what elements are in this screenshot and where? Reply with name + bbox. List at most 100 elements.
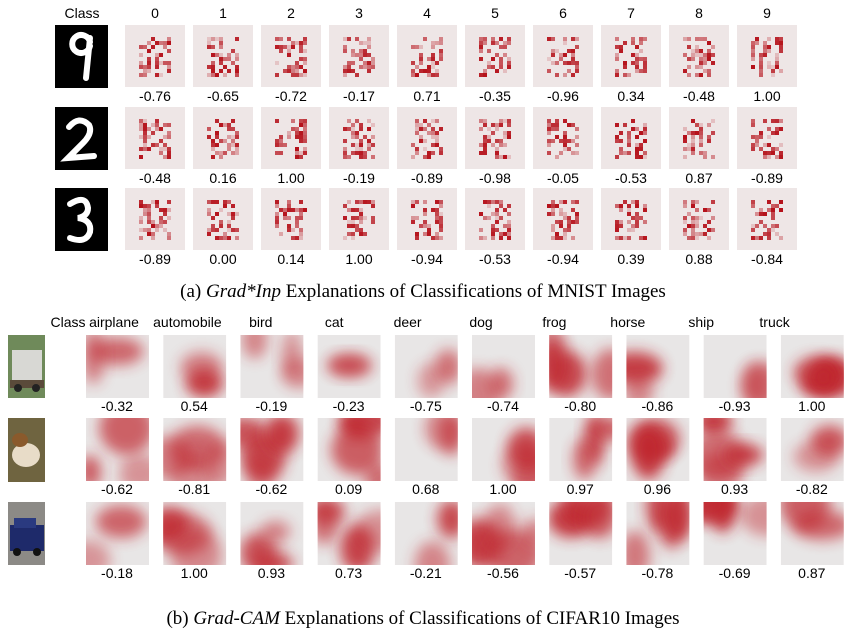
heatmap-cell — [495, 69, 499, 73]
heatmap-cell — [363, 49, 367, 53]
heatmap-cell — [299, 123, 303, 127]
heatmap-cell — [227, 57, 231, 61]
heatmap-cell — [303, 147, 307, 151]
heatmap-cell — [771, 228, 775, 232]
heatmap-cell — [779, 41, 783, 45]
heatmap — [737, 188, 797, 250]
heatmap-cell — [291, 41, 295, 45]
heatmap-cell — [559, 200, 563, 204]
heatmap-cell — [359, 151, 363, 155]
heatmap-cell — [411, 216, 415, 220]
heatmap-cell — [287, 53, 291, 57]
heatmap-blob — [573, 438, 596, 479]
heatmap-cell — [147, 57, 151, 61]
heatmap-cell — [559, 139, 563, 143]
heatmap-cell — [503, 224, 507, 228]
heatmap-cell — [699, 139, 703, 143]
heatmap — [125, 188, 185, 250]
heatmap-cell — [235, 212, 239, 216]
heatmap-cell — [143, 208, 147, 212]
heatmap-cell — [283, 143, 287, 147]
column-header: 3 — [355, 5, 363, 21]
header: Class — [50, 314, 85, 330]
heatmap-cell — [371, 216, 375, 220]
heatmap-cell — [355, 143, 359, 147]
heatmap-cell — [487, 49, 491, 53]
heatmap-cell — [643, 151, 647, 155]
heatmap-cell — [299, 49, 303, 53]
heatmap-cell — [427, 57, 431, 61]
heatmap-cell — [683, 155, 687, 159]
score: -0.89 — [751, 170, 783, 186]
column-header: 7 — [627, 5, 635, 21]
heatmap-cell — [359, 139, 363, 143]
heatmap-cell — [295, 155, 299, 159]
heatmap-cell — [767, 200, 771, 204]
heatmap-cell — [495, 151, 499, 155]
heatmap-cell — [223, 236, 227, 240]
heatmap-cell — [567, 220, 571, 224]
heatmap-cell — [639, 41, 643, 45]
score: -0.53 — [615, 170, 647, 186]
heatmap-cell — [167, 123, 171, 127]
heatmap-cell — [151, 143, 155, 147]
heatmap-cell — [571, 236, 575, 240]
score: -0.72 — [275, 88, 307, 104]
heatmap-cell — [235, 143, 239, 147]
heatmap-cell — [767, 155, 771, 159]
heatmap-cell — [275, 37, 279, 41]
heatmap-cell — [495, 123, 499, 127]
heatmap-cell — [619, 45, 623, 49]
heatmap-cell — [227, 200, 231, 204]
heatmap-cell — [563, 41, 567, 45]
heatmap-cell — [767, 65, 771, 69]
heatmap-cell — [163, 212, 167, 216]
heatmap-cell — [359, 232, 363, 236]
heatmap-bg — [125, 107, 185, 169]
heatmap-cell — [235, 151, 239, 155]
heatmap-cell — [427, 73, 431, 77]
heatmap-cell — [483, 236, 487, 240]
heatmap-cell — [499, 216, 503, 220]
heatmap-cell — [575, 220, 579, 224]
heatmap-blob — [330, 355, 372, 377]
heatmap-cell — [759, 65, 763, 69]
heatmap-cell — [567, 69, 571, 73]
heatmap-cell — [151, 131, 155, 135]
score: -0.98 — [479, 170, 511, 186]
heatmap-cell — [635, 204, 639, 208]
heatmap-cell — [551, 200, 555, 204]
heatmap-cell — [575, 45, 579, 49]
heatmap-cell — [143, 228, 147, 232]
heatmap-cell — [167, 49, 171, 53]
heatmap-cell — [431, 208, 435, 212]
heatmap-cell — [575, 200, 579, 204]
heatmap-cell — [167, 147, 171, 151]
heatmap-cell — [767, 127, 771, 131]
column-header: ship — [688, 314, 714, 330]
heatmap-cell — [615, 139, 619, 143]
heatmap-cell — [367, 147, 371, 151]
heatmap-cell — [287, 65, 291, 69]
heatmap-cell — [139, 200, 143, 204]
heatmap-cell — [491, 232, 495, 236]
heatmap-cell — [767, 143, 771, 147]
heatmap-cell — [343, 69, 347, 73]
heatmap-cell — [431, 236, 435, 240]
heatmap-cell — [295, 236, 299, 240]
heatmap-cell — [347, 155, 351, 159]
heatmap-cell — [547, 119, 551, 123]
heatmap-cell — [687, 212, 691, 216]
heatmap-cell — [707, 53, 711, 57]
heatmap-cell — [423, 232, 427, 236]
heatmap-cell — [419, 53, 423, 57]
heatmap-cell — [687, 147, 691, 151]
heatmap-cell — [439, 127, 443, 131]
heatmap-cell — [275, 212, 279, 216]
heatmap-cell — [707, 228, 711, 232]
heatmap-cell — [635, 220, 639, 224]
heatmap-cell — [287, 45, 291, 49]
heatmap-cell — [771, 69, 775, 73]
heatmap-cell — [763, 151, 767, 155]
heatmap-cell — [503, 41, 507, 45]
